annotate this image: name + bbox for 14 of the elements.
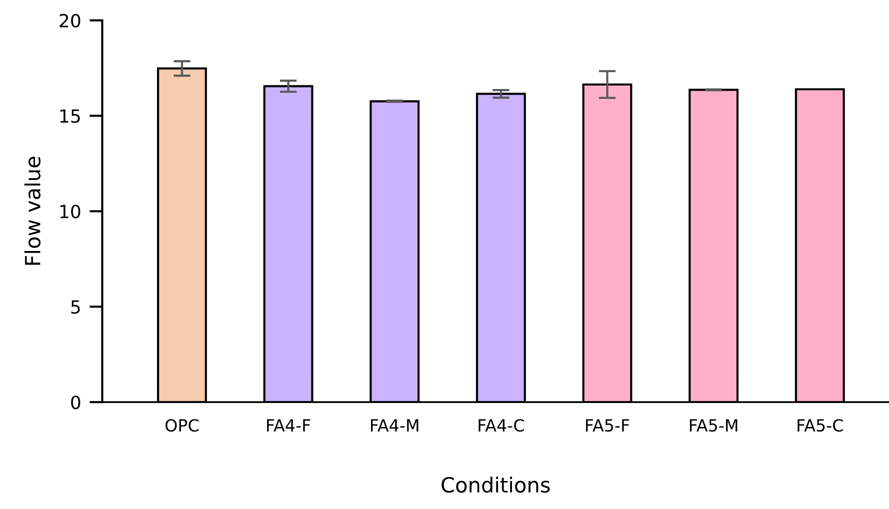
y-axis-title: Flow value (24, 156, 40, 265)
y-tick-label: 10 (60, 204, 80, 218)
x-tick-label: FA4-F (267, 419, 310, 432)
x-tick-label: FA5-C (798, 419, 843, 432)
y-tick-label: 5 (71, 300, 80, 314)
x-axis-title: Conditions (442, 476, 550, 493)
x-tick-label: FA4-C (478, 419, 524, 432)
x-tick-label: OPC (166, 419, 198, 432)
y-tick-label: 20 (60, 14, 80, 28)
x-tick-label: FA5-F (586, 419, 630, 432)
y-tick-label: 0 (71, 396, 80, 410)
y-tick-label: 15 (60, 109, 80, 123)
x-tick-label: FA5-M (690, 419, 738, 432)
x-tick-label: FA4-M (371, 419, 418, 432)
